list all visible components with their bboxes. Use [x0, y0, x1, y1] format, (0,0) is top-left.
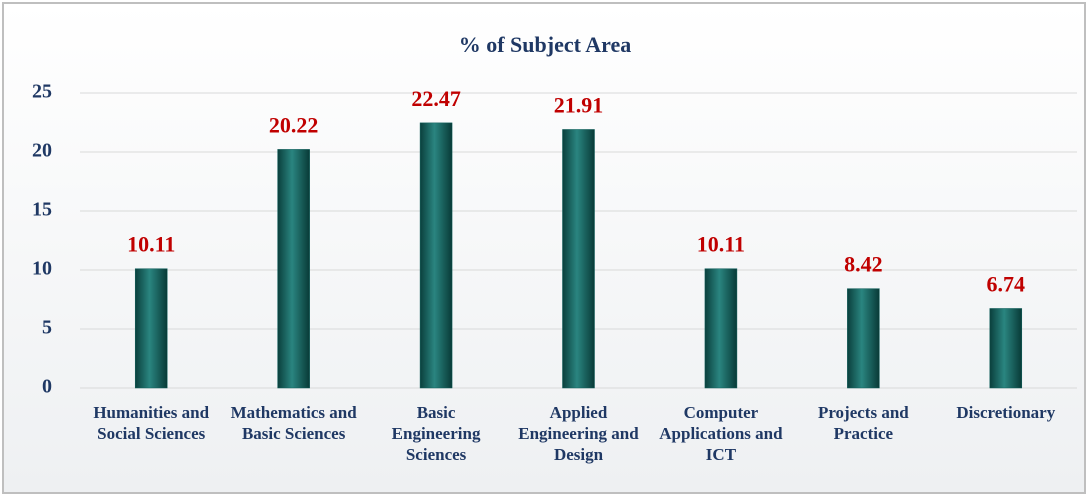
data-label: 8.42 [844, 252, 883, 277]
data-label: 20.22 [269, 112, 319, 137]
y-tick-label: 5 [42, 317, 52, 339]
bar [989, 308, 1023, 389]
x-tick-label: Discretionary [956, 403, 1056, 422]
bar [419, 122, 453, 389]
bar [562, 129, 595, 389]
x-tick-label: Humanities and Social Sciences [93, 403, 210, 443]
x-tick-label: Applied Engineering and Design [518, 403, 639, 464]
bar [134, 268, 168, 389]
data-label: 10.11 [127, 232, 175, 257]
y-tick-label: 15 [32, 199, 52, 221]
x-tick-label: Mathematics and Basic Sciences [230, 403, 357, 443]
chart-title: % of Subject Area [459, 32, 632, 57]
bar [704, 268, 738, 389]
y-tick-label: 10 [32, 258, 52, 280]
bar [847, 288, 880, 389]
data-label: 6.74 [987, 272, 1026, 297]
data-label: 22.47 [411, 86, 461, 111]
data-label: 10.11 [697, 232, 745, 257]
y-tick-label: 25 [32, 81, 52, 103]
data-label: 21.91 [554, 93, 604, 118]
y-tick-label: 20 [32, 140, 52, 162]
y-tick-label: 0 [42, 376, 52, 398]
bar [277, 149, 310, 389]
x-tick-label: Basic Engineering Sciences [391, 403, 481, 464]
x-tick-label: Computer Applications and ICT [659, 403, 783, 464]
x-tick-label: Projects and Practice [817, 403, 909, 443]
